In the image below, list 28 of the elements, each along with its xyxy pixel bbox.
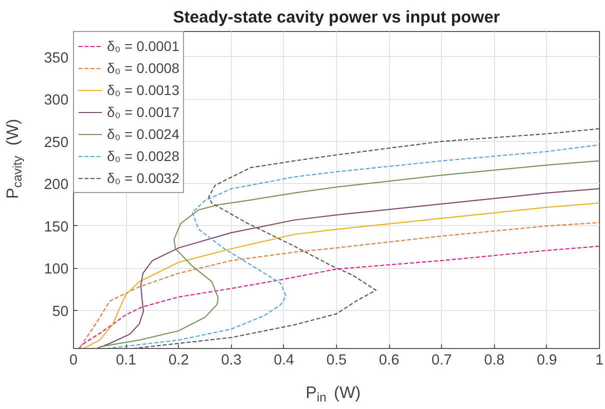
legend-label: δ₀ = 0.0008 xyxy=(107,59,180,77)
x-tick-label: 1 xyxy=(595,352,604,368)
y-tick-label: 250 xyxy=(44,134,69,151)
y-tick-label: 350 xyxy=(44,50,69,66)
y-tick-label: 200 xyxy=(44,177,69,194)
x-tick-label: 0.1 xyxy=(116,352,136,368)
legend-label: δ₀ = 0.0001 xyxy=(107,37,180,55)
x-tick-label: 0.5 xyxy=(326,352,347,368)
x-tick-label: 0.6 xyxy=(378,352,400,368)
y-tick-label: 300 xyxy=(44,92,69,109)
legend-label: δ₀ = 0.0024 xyxy=(107,125,180,143)
x-tick-label: 0.9 xyxy=(536,352,558,368)
chart-title: Steady-state cavity power vs input power xyxy=(173,8,500,26)
x-tick-label: 0 xyxy=(69,352,78,368)
legend-label: δ₀ = 0.0032 xyxy=(107,169,180,187)
legend-label: δ₀ = 0.0017 xyxy=(107,103,180,121)
x-tick-label: 0.7 xyxy=(432,352,452,368)
y-tick-label: 150 xyxy=(44,219,69,236)
x-tick-label: 0.2 xyxy=(168,352,189,368)
legend-label: δ₀ = 0.0028 xyxy=(107,147,180,165)
x-tick-label: 0.4 xyxy=(274,352,294,368)
legend-label: δ₀ = 0.0013 xyxy=(107,81,180,99)
line-series xyxy=(78,246,600,348)
x-tick-label: 0.8 xyxy=(484,352,504,368)
y-tick-label: 100 xyxy=(44,262,69,278)
x-tick-label: 0.3 xyxy=(221,352,242,368)
y-axis-title: Pcavity (W) xyxy=(3,118,24,199)
y-tick-label: 50 xyxy=(52,304,69,320)
